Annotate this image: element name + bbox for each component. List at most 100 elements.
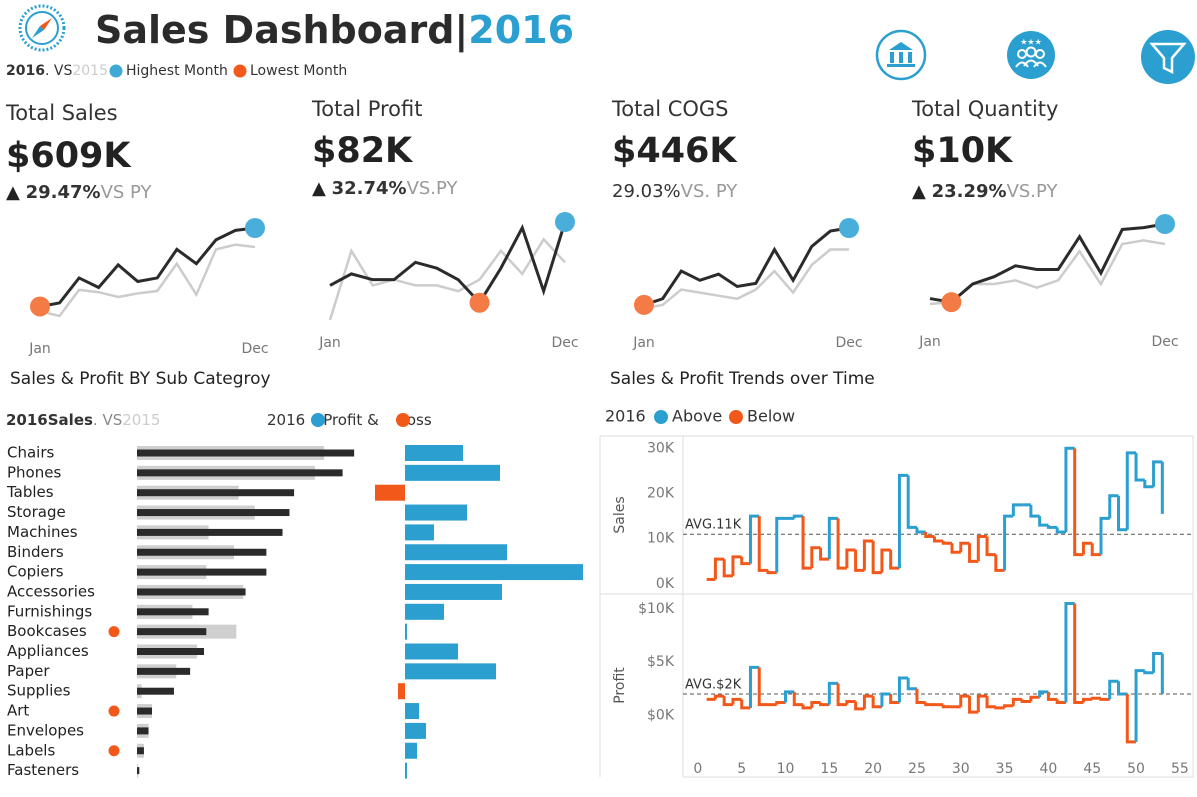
kpi-arrow: ▲ [312, 178, 326, 199]
step-segment [731, 555, 742, 576]
kpi-vs: VS.PY [1007, 181, 1059, 202]
step-segment [1046, 691, 1058, 701]
spark-line [929, 239, 1166, 306]
category-label: Appliances [7, 642, 89, 660]
category-label: Labels [7, 741, 55, 759]
kpi-value: $446K [612, 131, 738, 171]
filter-icon[interactable] [1141, 30, 1195, 84]
kpi-title: Total COGS [611, 97, 729, 121]
step-segment [1134, 669, 1145, 742]
bar-cur [137, 509, 290, 517]
step-segment [722, 559, 733, 578]
step-segment [897, 676, 909, 703]
bar-cur [137, 568, 267, 576]
step-segment [880, 692, 891, 707]
step-segment [1108, 679, 1119, 700]
step-segment [1020, 699, 1031, 703]
bar-cur [137, 628, 207, 636]
step-segment [1003, 514, 1014, 571]
step-segment [713, 694, 725, 700]
kpi-pct: 23.29% [932, 181, 1007, 202]
step-segment [985, 696, 996, 709]
x-tick-label: Jan [918, 334, 941, 350]
spark-line [329, 221, 567, 306]
bar-cur [137, 687, 174, 695]
step-segment [819, 702, 830, 707]
bar-cur [137, 608, 209, 616]
step-segment [722, 696, 733, 707]
title-text: Sales Dashboard [95, 8, 454, 52]
people-icon[interactable]: ★★★ [1007, 31, 1055, 79]
trend-legend-above: Above [672, 407, 722, 426]
step-segment [748, 665, 760, 708]
category-label: Envelopes [7, 721, 84, 739]
y-tick-label: 30K [647, 440, 675, 456]
category-label: Tables [6, 483, 54, 501]
x-tick-label: 20 [864, 761, 882, 777]
kpi-vs: VS. PY [681, 181, 739, 202]
bar-cur [137, 667, 191, 675]
kpi-change: ▲ 32.74%VS.PY [312, 178, 458, 199]
step-segment [854, 701, 865, 711]
chart-title: Sales & Profit BY Sub Categroy [10, 369, 271, 389]
x-tick-label: 10 [777, 761, 795, 777]
step-segment [862, 694, 874, 709]
step-segment [968, 696, 979, 714]
legend-prev: 2015 [122, 411, 160, 429]
profit-bar [405, 544, 507, 561]
x-tick-label: Jan [28, 341, 51, 357]
high-month-dot [245, 218, 265, 238]
legend-prev: 2015 [72, 63, 108, 79]
step-segment [889, 550, 900, 570]
kpi-title: Total Sales [5, 101, 118, 125]
x-tick-label: Dec [1151, 334, 1178, 350]
high-month-dot [555, 212, 575, 232]
y-tick-label: 20K [647, 486, 675, 502]
step-segment [810, 701, 821, 708]
y-tick-label: 10K [647, 531, 675, 547]
trend-legend-below: Below [747, 407, 795, 426]
step-segment [801, 704, 812, 710]
x-tick-label: 0 [693, 761, 702, 777]
step-segment [950, 543, 961, 554]
legend-low-dot [233, 64, 247, 78]
step-segment [1029, 504, 1040, 518]
low-month-dot [941, 292, 962, 313]
step-segment [740, 556, 751, 566]
legend-year: 2016 [267, 411, 305, 429]
header-legend: 2016. VS2015 [6, 63, 108, 79]
spark-line [39, 226, 256, 308]
step-segment [757, 667, 768, 707]
y-tick-label: $10K [638, 601, 675, 617]
category-label: Machines [7, 523, 78, 541]
step-segment [792, 691, 804, 707]
svg-text:★★★: ★★★ [1020, 38, 1042, 47]
kpi-title: Total Profit [311, 97, 423, 121]
category-label: Binders [7, 543, 64, 561]
step-segment [897, 473, 909, 569]
step-segment [994, 706, 1005, 710]
bar-cur [137, 747, 144, 755]
legend-below-dot [729, 410, 743, 424]
bar-cur [137, 767, 140, 775]
step-segment [1073, 603, 1084, 705]
high-month-dot [1155, 214, 1175, 234]
profit-bar [405, 722, 426, 739]
step-segment [827, 681, 839, 705]
low-month-dot [634, 294, 654, 315]
step-segment [1125, 694, 1137, 744]
step-segment [836, 518, 847, 570]
low-month-dot [30, 296, 50, 317]
step-segment [1038, 516, 1049, 527]
category-label: Phones [7, 463, 61, 481]
step-segment [1038, 690, 1049, 698]
bank-icon[interactable] [875, 29, 927, 81]
x-tick-label: 45 [1083, 761, 1101, 777]
step-segment [1081, 541, 1093, 555]
kpi-arrow: ▲ [6, 182, 20, 203]
step-segment [941, 704, 953, 709]
step-segment [1090, 696, 1101, 700]
kpi-value: $609K [6, 136, 132, 176]
x-tick-label: Jan [318, 335, 341, 351]
legend-cur: 2016 [6, 63, 45, 79]
